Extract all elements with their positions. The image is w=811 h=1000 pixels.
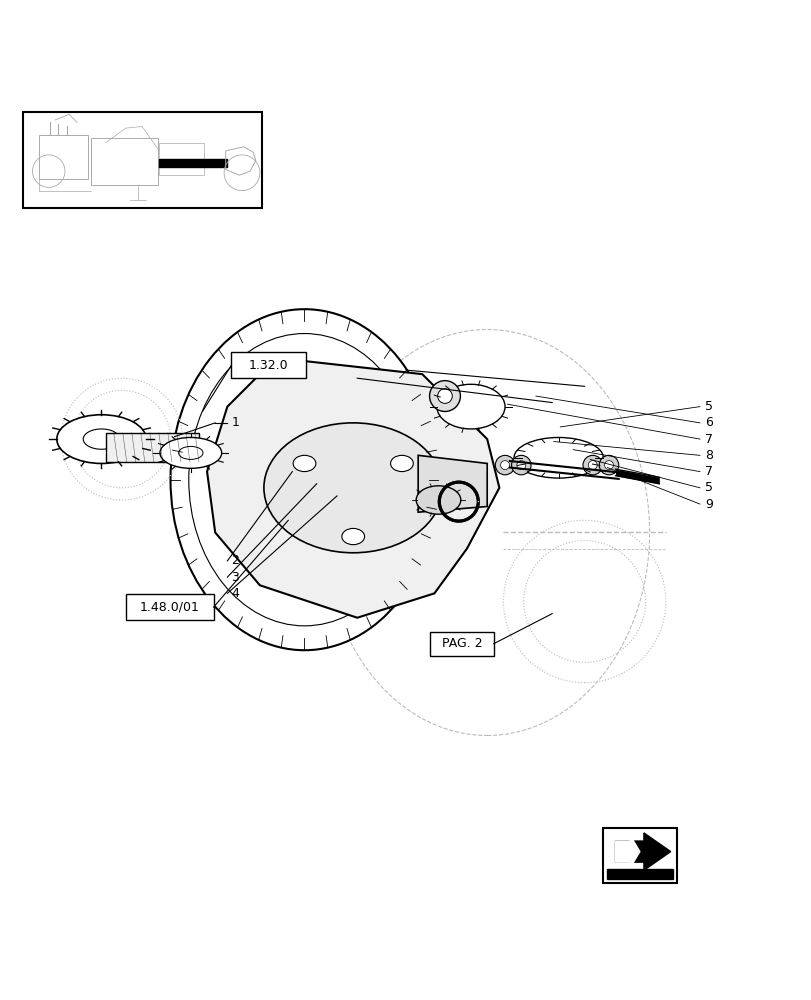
- Ellipse shape: [495, 455, 514, 475]
- Ellipse shape: [500, 461, 509, 470]
- Text: 6: 6: [704, 416, 712, 429]
- Ellipse shape: [160, 437, 221, 468]
- Text: 9: 9: [704, 498, 712, 511]
- Text: 8: 8: [704, 449, 712, 462]
- Ellipse shape: [603, 461, 612, 470]
- Text: 2: 2: [231, 554, 239, 567]
- Polygon shape: [615, 835, 639, 868]
- Ellipse shape: [429, 381, 460, 411]
- Text: PAG. 2: PAG. 2: [441, 637, 482, 650]
- Polygon shape: [418, 455, 487, 512]
- Text: 7: 7: [704, 465, 712, 478]
- Text: 7: 7: [704, 433, 712, 446]
- Text: 4: 4: [231, 587, 239, 600]
- FancyBboxPatch shape: [23, 112, 262, 208]
- FancyBboxPatch shape: [602, 828, 676, 883]
- FancyBboxPatch shape: [430, 632, 493, 656]
- Text: 3: 3: [231, 571, 239, 584]
- Polygon shape: [615, 833, 670, 870]
- Ellipse shape: [582, 455, 602, 475]
- Ellipse shape: [436, 384, 504, 429]
- Text: 1.32.0: 1.32.0: [249, 359, 288, 372]
- Ellipse shape: [587, 461, 596, 470]
- Ellipse shape: [390, 455, 413, 472]
- Text: 5: 5: [704, 400, 712, 413]
- Ellipse shape: [415, 486, 461, 514]
- Ellipse shape: [170, 309, 438, 650]
- Ellipse shape: [511, 455, 530, 475]
- Ellipse shape: [599, 455, 618, 475]
- Ellipse shape: [516, 461, 526, 470]
- Text: 1.48.0/01: 1.48.0/01: [139, 601, 200, 614]
- Text: 5: 5: [704, 481, 712, 494]
- FancyBboxPatch shape: [231, 352, 306, 378]
- Polygon shape: [207, 358, 499, 618]
- Ellipse shape: [437, 389, 452, 403]
- FancyBboxPatch shape: [606, 869, 672, 879]
- Ellipse shape: [293, 455, 315, 472]
- Polygon shape: [105, 433, 199, 462]
- Ellipse shape: [57, 415, 146, 463]
- Text: 1: 1: [231, 416, 239, 429]
- Ellipse shape: [513, 437, 603, 478]
- Ellipse shape: [341, 528, 364, 545]
- Ellipse shape: [264, 423, 442, 553]
- FancyBboxPatch shape: [126, 594, 213, 620]
